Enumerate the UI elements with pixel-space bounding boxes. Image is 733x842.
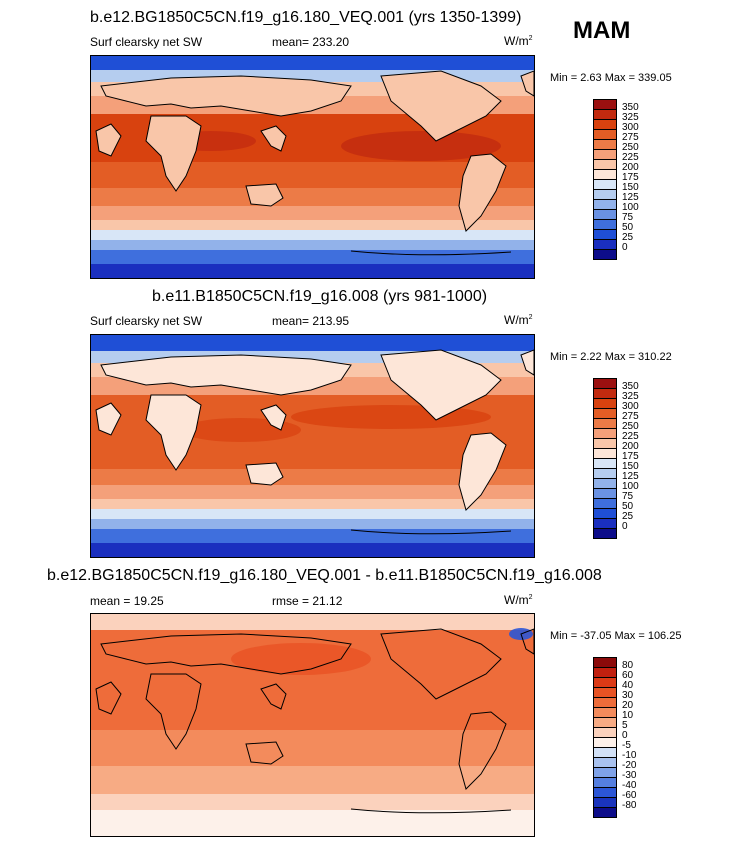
- panel-3-units: W/m2: [504, 593, 533, 607]
- colorbar-tick: 150: [622, 461, 639, 472]
- colorbar-tick: 125: [622, 471, 639, 482]
- panel-1-variable: Surf clearsky net SW: [90, 35, 203, 49]
- panel-3-colorbar: [593, 657, 617, 818]
- panel-1-units: W/m2: [504, 34, 533, 48]
- panel-2-mean: mean= 213.95: [272, 314, 350, 328]
- colorbar-tick: 325: [622, 112, 639, 123]
- panel-2-colorbar: [593, 378, 617, 539]
- colorbar-tick: -30: [622, 770, 637, 781]
- colorbar-tick: 20: [622, 700, 634, 711]
- colorbar-tick: 125: [622, 192, 639, 203]
- panel-2-variable: Surf clearsky net SW: [90, 314, 203, 328]
- colorbar-tick: 175: [622, 451, 639, 462]
- colorbar-tick: 250: [622, 142, 639, 153]
- colorbar-tick: 150: [622, 182, 639, 193]
- colorbar-tick: 50: [622, 222, 634, 233]
- colorbar-tick: 0: [622, 521, 628, 532]
- panel-3-title: b.e12.BG1850C5CN.f19_g16.180_VEQ.001 - b…: [47, 567, 602, 584]
- colorbar-tick: 275: [622, 132, 639, 143]
- colorbar-tick: -10: [622, 750, 637, 761]
- colorbar-tick: 350: [622, 102, 639, 113]
- panel-1-map: [90, 55, 535, 279]
- panel-2-title: b.e11.B1850C5CN.f19_g16.008 (yrs 981-100…: [152, 288, 488, 305]
- colorbar-tick: 10: [622, 710, 634, 721]
- colorbar-tick: 100: [622, 481, 639, 492]
- colorbar-tick: 225: [622, 431, 639, 442]
- colorbar-tick: 0: [622, 242, 628, 253]
- colorbar-tick: 200: [622, 441, 639, 452]
- colorbar-tick: 25: [622, 232, 634, 243]
- colorbar-tick: -40: [622, 780, 637, 791]
- colorbar-tick: -60: [622, 790, 637, 801]
- colorbar-tick: 25: [622, 511, 634, 522]
- colorbar-tick: 50: [622, 501, 634, 512]
- panel-3-minmax: Min = -37.05 Max = 106.25: [550, 630, 682, 642]
- colorbar-tick: 350: [622, 381, 639, 392]
- colorbar-tick: 80: [622, 660, 634, 671]
- panel-1-colorbar: [593, 99, 617, 260]
- colorbar-tick: -80: [622, 800, 637, 811]
- panel-1-title: b.e12.BG1850C5CN.f19_g16.180_VEQ.001 (yr…: [90, 9, 522, 26]
- panel-1-mean: mean= 233.20: [272, 35, 350, 49]
- colorbar-tick: 0: [622, 730, 628, 741]
- season-label: MAM: [573, 17, 631, 44]
- colorbar-tick: 5: [622, 720, 628, 731]
- colorbar-tick: 100: [622, 202, 639, 213]
- colorbar-tick: 75: [622, 491, 634, 502]
- colorbar-tick: 275: [622, 411, 639, 422]
- colorbar-tick: 250: [622, 421, 639, 432]
- colorbar-tick: 175: [622, 172, 639, 183]
- colorbar-tick: 300: [622, 401, 639, 412]
- colorbar-tick: 200: [622, 162, 639, 173]
- panel-2-units: W/m2: [504, 313, 533, 327]
- colorbar-tick: -5: [622, 740, 631, 751]
- colorbar-tick: 40: [622, 680, 634, 691]
- colorbar-tick: 325: [622, 391, 639, 402]
- panel-3-mean: mean = 19.25: [90, 594, 164, 608]
- panel-2-minmax: Min = 2.22 Max = 310.22: [550, 351, 672, 363]
- colorbar-tick: 60: [622, 670, 634, 681]
- panel-1-minmax: Min = 2.63 Max = 339.05: [550, 72, 672, 84]
- colorbar-tick: -20: [622, 760, 637, 771]
- colorbar-tick: 300: [622, 122, 639, 133]
- panel-2-map: [90, 334, 535, 558]
- panel-3-rmse: rmse = 21.12: [272, 594, 343, 608]
- colorbar-tick: 75: [622, 212, 634, 223]
- panel-3-map: [90, 613, 535, 837]
- colorbar-tick: 30: [622, 690, 634, 701]
- colorbar-tick: 225: [622, 152, 639, 163]
